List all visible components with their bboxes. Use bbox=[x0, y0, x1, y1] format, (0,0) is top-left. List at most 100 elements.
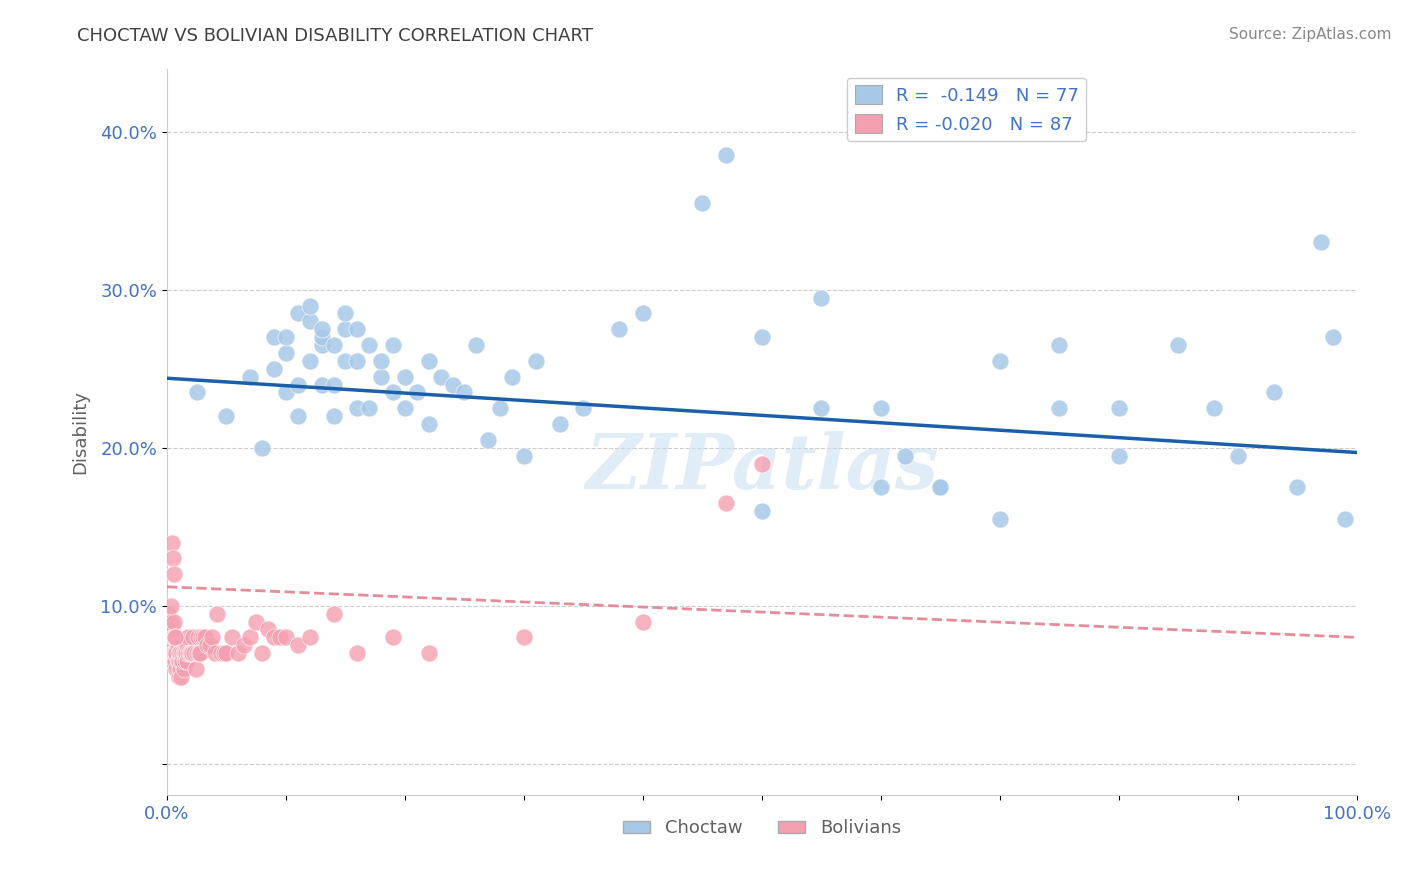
Point bbox=[173, 646, 195, 660]
Point bbox=[215, 646, 238, 660]
Point bbox=[160, 638, 183, 652]
Point bbox=[274, 631, 297, 645]
Point bbox=[929, 480, 952, 494]
Point bbox=[1263, 385, 1285, 400]
Point bbox=[181, 646, 204, 660]
Point bbox=[405, 385, 427, 400]
Point bbox=[287, 377, 309, 392]
Point bbox=[197, 638, 219, 652]
Point bbox=[159, 638, 181, 652]
Point bbox=[631, 306, 654, 320]
Point bbox=[548, 417, 571, 431]
Point bbox=[988, 512, 1011, 526]
Point bbox=[167, 654, 190, 668]
Point bbox=[172, 646, 194, 660]
Point bbox=[163, 567, 186, 582]
Point bbox=[201, 631, 224, 645]
Point bbox=[177, 646, 200, 660]
Point bbox=[191, 631, 214, 645]
Point bbox=[418, 646, 440, 660]
Point bbox=[501, 369, 523, 384]
Point bbox=[1108, 401, 1130, 416]
Point bbox=[298, 354, 321, 368]
Point bbox=[170, 670, 193, 684]
Point bbox=[716, 148, 738, 162]
Point bbox=[166, 662, 188, 676]
Point bbox=[194, 631, 217, 645]
Point bbox=[187, 631, 209, 645]
Point bbox=[160, 654, 183, 668]
Point bbox=[169, 662, 191, 676]
Point bbox=[751, 457, 773, 471]
Point bbox=[1049, 401, 1071, 416]
Point bbox=[287, 306, 309, 320]
Point bbox=[1167, 338, 1189, 352]
Point bbox=[177, 631, 200, 645]
Point bbox=[198, 638, 221, 652]
Point bbox=[692, 195, 714, 210]
Point bbox=[157, 607, 180, 621]
Point bbox=[239, 631, 262, 645]
Point bbox=[188, 646, 211, 660]
Point bbox=[173, 646, 195, 660]
Point bbox=[173, 654, 195, 668]
Point bbox=[205, 607, 228, 621]
Point bbox=[181, 631, 204, 645]
Point bbox=[257, 623, 280, 637]
Point bbox=[1204, 401, 1226, 416]
Point bbox=[346, 646, 368, 660]
Point bbox=[173, 662, 195, 676]
Point bbox=[394, 369, 416, 384]
Point bbox=[166, 638, 188, 652]
Point bbox=[870, 480, 893, 494]
Point bbox=[157, 615, 180, 629]
Point bbox=[370, 369, 392, 384]
Point bbox=[1286, 480, 1309, 494]
Point bbox=[335, 306, 357, 320]
Point bbox=[870, 401, 893, 416]
Point bbox=[209, 646, 232, 660]
Point bbox=[429, 369, 451, 384]
Point bbox=[513, 449, 536, 463]
Point bbox=[441, 377, 464, 392]
Point bbox=[165, 631, 187, 645]
Point bbox=[162, 631, 184, 645]
Point bbox=[311, 338, 333, 352]
Point bbox=[162, 646, 184, 660]
Point bbox=[159, 631, 181, 645]
Point bbox=[180, 646, 202, 660]
Point bbox=[489, 401, 512, 416]
Point bbox=[1049, 338, 1071, 352]
Point bbox=[418, 417, 440, 431]
Point bbox=[346, 401, 368, 416]
Point bbox=[929, 480, 952, 494]
Text: CHOCTAW VS BOLIVIAN DISABILITY CORRELATION CHART: CHOCTAW VS BOLIVIAN DISABILITY CORRELATI… bbox=[77, 27, 593, 45]
Point bbox=[607, 322, 630, 336]
Point bbox=[477, 433, 499, 447]
Point bbox=[169, 646, 191, 660]
Point bbox=[1108, 449, 1130, 463]
Point bbox=[221, 631, 243, 645]
Point bbox=[311, 330, 333, 344]
Point bbox=[160, 535, 183, 549]
Point bbox=[250, 441, 273, 455]
Point bbox=[170, 654, 193, 668]
Point bbox=[157, 623, 180, 637]
Point bbox=[233, 638, 256, 652]
Point bbox=[188, 646, 211, 660]
Text: Source: ZipAtlas.com: Source: ZipAtlas.com bbox=[1229, 27, 1392, 42]
Point bbox=[394, 401, 416, 416]
Point bbox=[263, 631, 285, 645]
Point bbox=[176, 638, 198, 652]
Point bbox=[274, 385, 297, 400]
Point bbox=[810, 401, 832, 416]
Point bbox=[167, 646, 190, 660]
Point bbox=[298, 299, 321, 313]
Point bbox=[245, 615, 267, 629]
Point bbox=[894, 449, 917, 463]
Point bbox=[204, 646, 226, 660]
Point bbox=[186, 385, 208, 400]
Point bbox=[166, 646, 188, 660]
Point bbox=[183, 646, 205, 660]
Point bbox=[159, 599, 181, 613]
